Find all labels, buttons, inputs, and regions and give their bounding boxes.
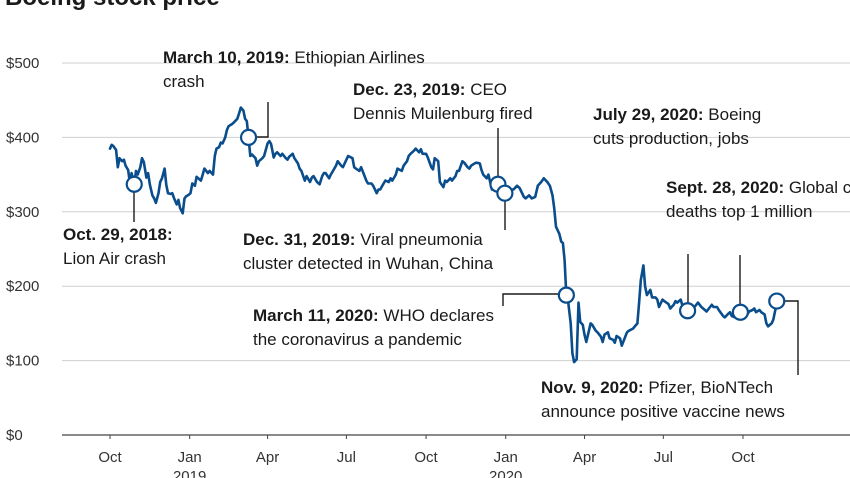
event-marker — [496, 184, 514, 202]
x-tick-year-label: 2020 — [489, 468, 522, 478]
x-tick-label: Oct — [414, 449, 438, 466]
annotation-leader — [502, 293, 567, 306]
event-marker — [731, 303, 750, 321]
event-annotation: Dec. 23, 2019: CEO — [353, 80, 507, 99]
y-tick-label: $100 — [6, 353, 39, 370]
y-tick-label: $0 — [6, 427, 23, 444]
event-date: Dec. 23, 2019: — [353, 80, 465, 99]
event-date: Sept. 28, 2020: — [666, 178, 784, 197]
x-tick-label: Jan — [494, 449, 518, 466]
event-date: March 10, 2019: — [163, 48, 290, 67]
event-description: Boeing — [704, 105, 762, 124]
event-annotation: Nov. 9, 2020: Pfizer, BioNTech — [541, 378, 773, 397]
x-tick-label: Apr — [256, 449, 279, 466]
event-description: announce positive vaccine news — [541, 402, 785, 421]
event-marker — [557, 286, 575, 304]
event-date: March 11, 2020: — [253, 306, 379, 325]
y-tick-label: $200 — [6, 278, 39, 295]
x-tick-label: Apr — [573, 449, 596, 466]
event-description: Lion Air crash — [63, 249, 166, 268]
event-annotation: March 11, 2020: WHO declares — [253, 306, 494, 325]
annotation-leader — [776, 300, 799, 375]
event-annotation: July 29, 2020: Boeing — [593, 105, 761, 124]
event-description: crash — [163, 72, 205, 91]
event-marker — [678, 302, 697, 320]
event-description: the coronavirus a pandemic — [253, 330, 462, 349]
x-tick-label: Oct — [731, 449, 755, 466]
y-tick-label: $400 — [6, 129, 39, 146]
event-date: Nov. 9, 2020: — [541, 378, 644, 397]
event-date: Oct. 29, 2018: — [63, 225, 173, 244]
x-tick-label: Jul — [337, 449, 356, 466]
y-axis: $0 $100 $200 $300 $400 $500 — [6, 55, 39, 444]
event-annotations: Oct. 29, 2018: Lion Air crash March 10, 20… — [63, 48, 850, 421]
y-tick-label: $500 — [6, 55, 39, 72]
event-annotation: Sept. 28, 2020: Global coronavirus — [666, 178, 850, 197]
event-annotation: March 10, 2019: Ethiopian Airlines — [163, 48, 425, 67]
event-description: WHO declares — [379, 306, 494, 325]
event-description: Pfizer, BioNTech — [644, 378, 773, 397]
x-tick-year-label: 2019 — [173, 468, 206, 478]
stock-price-line — [108, 106, 779, 364]
x-tick-label: Oct — [98, 449, 122, 466]
event-description: Ethiopian Airlines — [290, 48, 425, 67]
event-description: cuts production, jobs — [593, 129, 749, 148]
event-date: Dec. 31, 2019: — [243, 230, 355, 249]
event-description: deaths top 1 million — [666, 202, 812, 221]
x-tick-label: Jul — [654, 449, 673, 466]
chart-title: Boeing stock price — [5, 0, 220, 11]
event-marker — [239, 128, 258, 146]
event-description: cluster detected in Wuhan, China — [243, 254, 494, 273]
event-description: Global coronavirus — [784, 178, 850, 197]
event-marker — [768, 292, 786, 310]
x-axis: Oct Jan 2019 Apr Jul Oct Jan 2020 Apr Jul Oct — [98, 435, 755, 478]
event-description: CEO — [465, 80, 507, 99]
x-tick-label: Jan — [178, 449, 202, 466]
event-description: Dennis Muilenburg fired — [353, 104, 533, 123]
y-tick-label: $300 — [6, 204, 39, 221]
grid-lines — [62, 62, 850, 436]
event-annotation: Dec. 31, 2019: Viral pneumonia — [243, 230, 483, 249]
event-annotation: Oct. 29, 2018: — [63, 225, 173, 244]
event-marker — [125, 175, 143, 193]
event-description: Viral pneumonia — [355, 230, 483, 249]
event-markers — [125, 128, 786, 321]
event-date: July 29, 2020: — [593, 105, 704, 124]
